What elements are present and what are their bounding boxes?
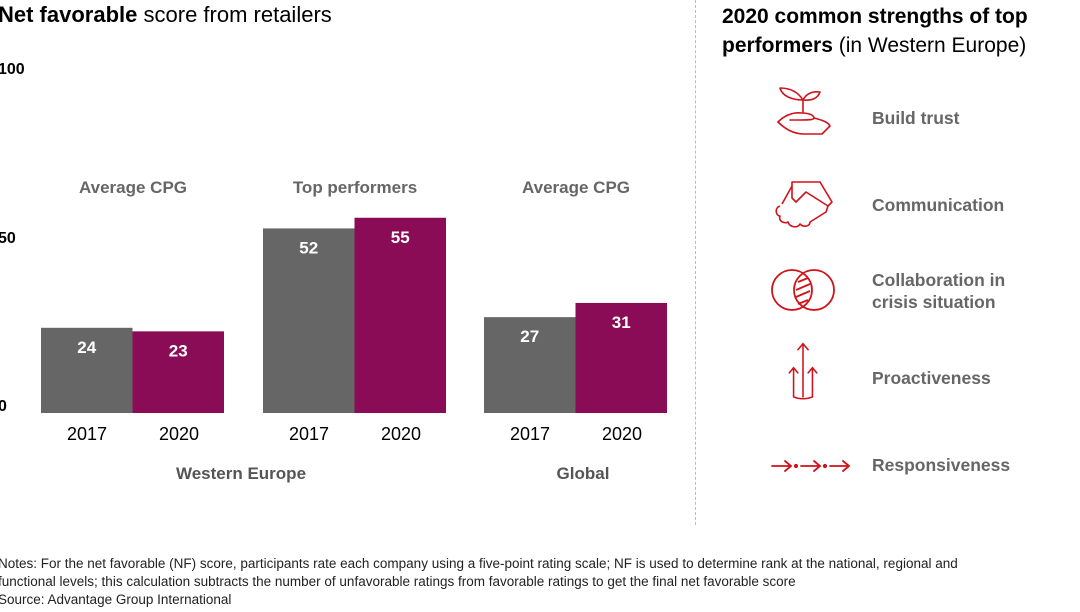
bar-value-label: 24 bbox=[77, 338, 96, 357]
group-label-top-performers: Top performers bbox=[292, 178, 418, 197]
notes-line: Notes: For the net favorable (NF) score,… bbox=[0, 556, 958, 571]
strength-communication: Communication bbox=[872, 195, 1005, 215]
x-label: 2020 bbox=[380, 424, 422, 444]
source-line: Source: Advantage Group International bbox=[0, 592, 232, 607]
x-label: 2017 bbox=[288, 424, 330, 444]
handshake-icon bbox=[775, 181, 833, 228]
bar-2020 bbox=[575, 302, 667, 413]
notes-line: functional levels; this calculation subt… bbox=[0, 574, 796, 589]
group-label-average-cpg-we: Average CPG bbox=[78, 178, 188, 197]
bar-value-label: 55 bbox=[391, 228, 410, 247]
x-label: 2017 bbox=[66, 424, 108, 444]
strength-build-trust: Build trust bbox=[872, 108, 960, 128]
strength-collaboration: Collaboration in crisis situation bbox=[872, 270, 1006, 312]
bar-chart: 24 23 52 55 27 31 bbox=[41, 217, 667, 413]
x-label: 2020 bbox=[601, 424, 643, 444]
divider bbox=[695, 0, 696, 525]
y-tick-100: 100 bbox=[0, 61, 25, 78]
bar-value-label: 23 bbox=[169, 341, 188, 360]
bar-value-label: 31 bbox=[612, 313, 631, 332]
bar-2017 bbox=[263, 228, 355, 413]
group-label-average-cpg-global: Average CPG bbox=[521, 178, 631, 197]
x-label: 2020 bbox=[158, 424, 200, 444]
bar-2020 bbox=[354, 217, 446, 413]
hand-plant-icon bbox=[777, 87, 831, 135]
venn-overlap-icon bbox=[771, 269, 835, 311]
region-label-western-europe: Western Europe bbox=[175, 464, 307, 483]
bar-2020 bbox=[132, 331, 224, 413]
strength-proactiveness: Proactiveness bbox=[872, 368, 991, 388]
bar-value-label: 52 bbox=[299, 238, 318, 257]
strengths-title: 2020 common strengths of top performers (… bbox=[722, 5, 1028, 57]
dotted-arrows-icon bbox=[771, 460, 850, 472]
notes: Notes: For the net favorable (NF) score,… bbox=[0, 555, 1078, 609]
bar-value-label: 27 bbox=[520, 327, 539, 346]
strength-responsiveness: Responsiveness bbox=[872, 455, 1011, 475]
x-label: 2017 bbox=[509, 424, 551, 444]
bar-2017 bbox=[41, 327, 133, 413]
up-arrows-icon bbox=[788, 342, 818, 400]
bar-2017 bbox=[484, 317, 576, 413]
region-label-global: Global bbox=[556, 464, 610, 483]
y-tick-50: 50 bbox=[0, 230, 16, 247]
chart-title: Net favorable score from retailers bbox=[0, 2, 332, 27]
y-tick-0: 0 bbox=[0, 398, 7, 415]
